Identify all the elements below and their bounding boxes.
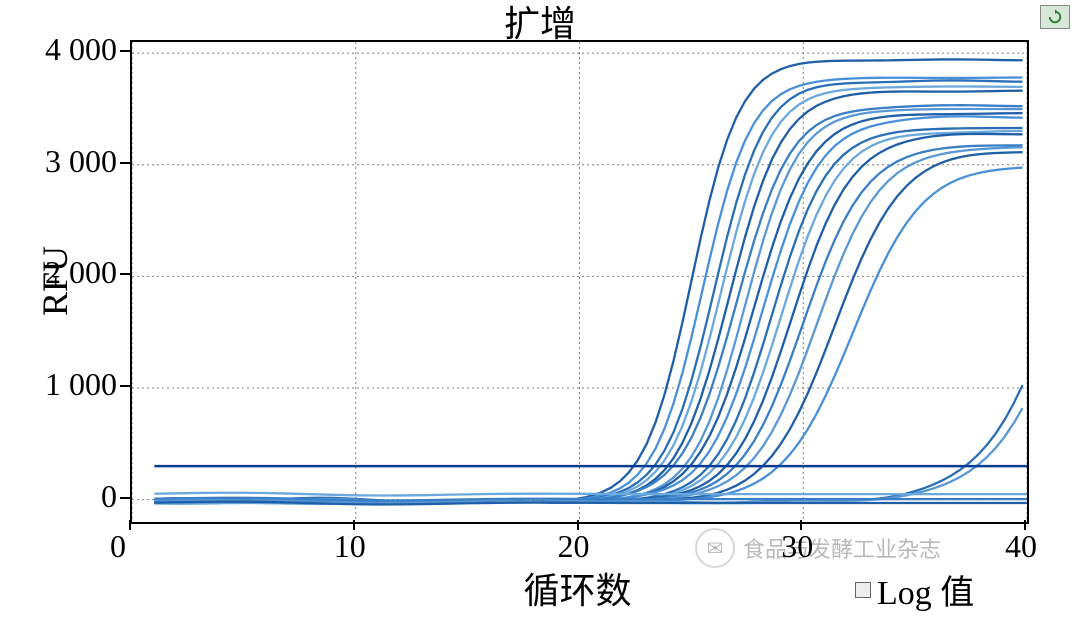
x-tick-label: 10 [334, 528, 366, 565]
x-tick-label: 20 [558, 528, 590, 565]
legend-label: Log 值 [877, 565, 974, 614]
x-tick-label: 40 [1005, 528, 1037, 565]
legend-checkbox[interactable] [855, 582, 871, 598]
y-tick-label: 3 000 [22, 143, 117, 180]
refresh-button[interactable] [1040, 5, 1070, 29]
legend[interactable]: Log 值 [855, 565, 974, 614]
refresh-icon [1046, 8, 1064, 26]
watermark-text: 食品与发酵工业杂志 [743, 532, 941, 564]
y-tick-label: 1 000 [22, 366, 117, 403]
y-tick-label: 0 [22, 478, 117, 515]
wechat-icon: ✉ [695, 528, 735, 568]
chart-container: { "chart": { "type": "line", "title": "扩… [0, 0, 1080, 620]
watermark: ✉ 食品与发酵工业杂志 [695, 528, 941, 568]
y-tick-label: 4 000 [22, 31, 117, 68]
x-tick-label: 30 [781, 528, 813, 565]
x-tick-label: 0 [110, 528, 126, 565]
plot-area [130, 40, 1029, 524]
y-tick-label: 2 000 [22, 254, 117, 291]
